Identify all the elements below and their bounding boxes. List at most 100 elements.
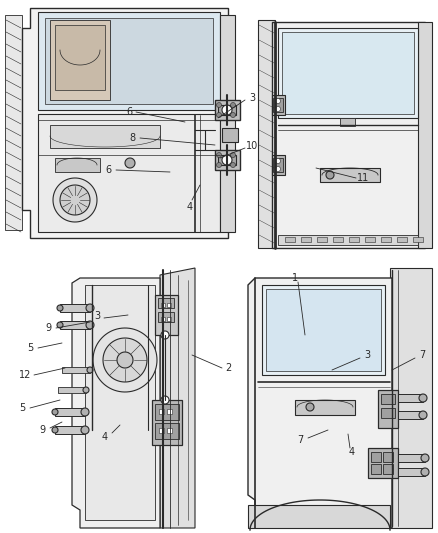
Polygon shape	[248, 505, 390, 528]
Text: 6: 6	[126, 107, 132, 117]
Text: 9: 9	[39, 425, 45, 435]
Bar	[158, 312, 174, 322]
Bar	[381, 237, 391, 242]
Polygon shape	[220, 15, 235, 232]
Text: 7: 7	[419, 350, 425, 360]
Polygon shape	[60, 304, 90, 312]
Bar	[155, 404, 179, 420]
Bar	[161, 317, 165, 321]
Polygon shape	[421, 468, 429, 476]
Polygon shape	[390, 268, 432, 528]
Polygon shape	[216, 163, 222, 167]
Text: 4: 4	[187, 202, 193, 212]
Polygon shape	[60, 321, 90, 329]
Bar	[365, 237, 375, 242]
Polygon shape	[278, 235, 418, 245]
Bar	[383, 464, 393, 474]
Polygon shape	[93, 328, 157, 392]
Polygon shape	[85, 285, 155, 520]
Polygon shape	[161, 396, 169, 404]
Polygon shape	[55, 426, 85, 434]
Polygon shape	[260, 510, 388, 520]
Polygon shape	[160, 268, 195, 528]
Polygon shape	[55, 408, 85, 416]
Polygon shape	[278, 28, 418, 118]
Polygon shape	[398, 394, 423, 402]
Text: 4: 4	[349, 447, 355, 457]
Polygon shape	[72, 278, 160, 528]
Polygon shape	[419, 394, 427, 402]
Polygon shape	[419, 411, 427, 419]
Polygon shape	[81, 426, 89, 434]
Text: 10: 10	[246, 141, 258, 151]
Bar	[167, 409, 172, 414]
Polygon shape	[86, 304, 94, 312]
Bar	[397, 237, 407, 242]
Polygon shape	[50, 125, 160, 148]
Polygon shape	[320, 168, 380, 182]
Polygon shape	[58, 387, 86, 393]
Polygon shape	[38, 12, 220, 110]
Text: 7: 7	[297, 435, 303, 445]
Bar	[301, 237, 311, 242]
Polygon shape	[117, 352, 133, 368]
Bar	[285, 237, 295, 242]
Bar	[273, 98, 283, 112]
Polygon shape	[216, 152, 222, 157]
Text: 12: 12	[19, 370, 31, 380]
Bar	[349, 237, 359, 242]
Polygon shape	[398, 454, 425, 462]
Polygon shape	[276, 107, 280, 111]
Bar	[273, 158, 283, 172]
Text: 3: 3	[249, 93, 255, 103]
Polygon shape	[62, 367, 90, 373]
Polygon shape	[87, 367, 93, 373]
Polygon shape	[125, 158, 135, 168]
Bar	[381, 394, 395, 404]
Polygon shape	[248, 278, 392, 528]
Polygon shape	[216, 112, 222, 117]
Polygon shape	[222, 105, 232, 115]
Polygon shape	[53, 178, 97, 222]
Polygon shape	[60, 185, 90, 215]
Bar	[383, 452, 393, 462]
Polygon shape	[378, 390, 398, 428]
Polygon shape	[222, 155, 232, 165]
Polygon shape	[398, 411, 423, 419]
Bar	[218, 105, 236, 115]
Polygon shape	[398, 468, 425, 476]
Text: 6: 6	[105, 165, 111, 175]
Polygon shape	[57, 305, 63, 311]
Polygon shape	[5, 15, 22, 230]
Polygon shape	[258, 20, 275, 248]
Polygon shape	[272, 22, 425, 248]
Polygon shape	[81, 408, 89, 416]
Polygon shape	[216, 102, 222, 108]
Bar	[159, 409, 164, 414]
Polygon shape	[421, 454, 429, 462]
Bar	[371, 452, 381, 462]
Polygon shape	[38, 114, 220, 232]
Bar	[155, 423, 179, 439]
Bar	[413, 237, 423, 242]
Polygon shape	[155, 295, 178, 335]
Polygon shape	[83, 387, 89, 393]
Bar	[161, 303, 165, 307]
Text: 2: 2	[225, 363, 231, 373]
Text: 11: 11	[357, 173, 369, 183]
Bar	[381, 408, 395, 418]
Polygon shape	[215, 150, 240, 170]
Polygon shape	[272, 155, 285, 175]
Text: 5: 5	[27, 343, 33, 353]
Text: 3: 3	[364, 350, 370, 360]
Polygon shape	[230, 152, 236, 157]
Polygon shape	[368, 448, 398, 478]
Bar	[158, 298, 174, 308]
Polygon shape	[86, 321, 94, 329]
Polygon shape	[222, 128, 238, 142]
Text: 3: 3	[94, 311, 100, 321]
Polygon shape	[326, 171, 334, 179]
Polygon shape	[45, 18, 213, 104]
Text: 8: 8	[129, 133, 135, 143]
Bar	[333, 237, 343, 242]
